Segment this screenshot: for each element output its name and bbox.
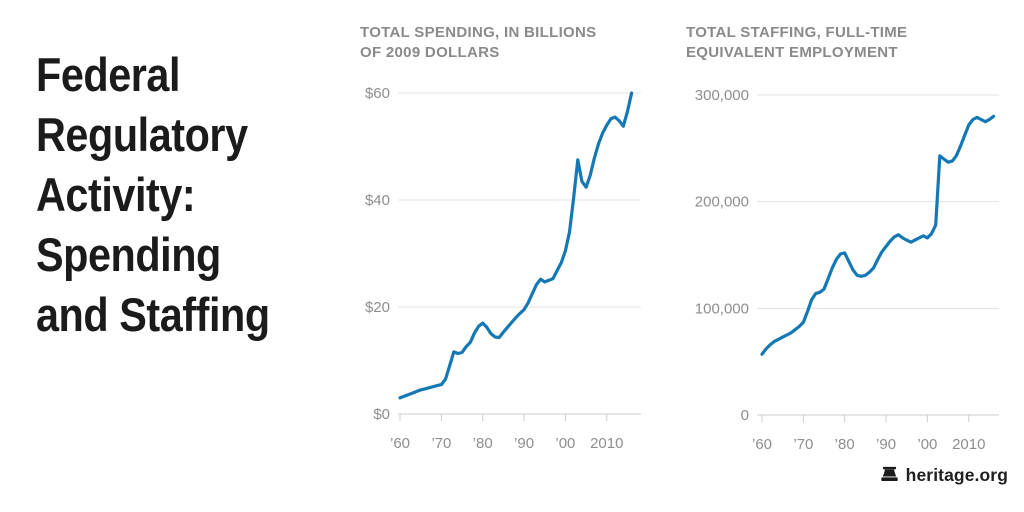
y-tick-label: $20 [365,299,390,316]
x-tick-label: ’70 [431,435,451,452]
x-tick-label: 2010 [590,435,623,452]
x-tick-label: ’90 [514,435,534,452]
y-tick-label: $0 [373,406,390,423]
x-tick-label: ’60 [752,436,772,453]
y-tick-label: 0 [741,407,749,424]
heritage-brand: heritage.org [880,465,1008,486]
x-tick-label: ’80 [835,436,855,453]
y-tick-label: 200,000 [695,194,749,211]
x-tick-label: ’80 [473,435,493,452]
staffing-line-chart: 300,000 200,000 100,000 0’60 ’70 ’80 ’90 ’00 201… [695,87,999,453]
data-series-line [398,91,634,400]
liberty-bell-icon [880,466,898,482]
y-tick-label: $60 [365,85,390,102]
spending-chart-title: TOTAL SPENDING, IN BILLIONS OF 2009 DOLL… [360,24,597,61]
x-tick-label: ’00 [555,435,575,452]
data-series-line [760,114,996,356]
y-tick-label: 300,000 [695,87,749,104]
x-tick-label: ’70 [793,436,813,453]
y-tick-label: 100,000 [695,300,749,317]
page-title: Federal Regulatory Activity: Spending an… [36,48,270,342]
y-tick-label: $40 [365,192,390,209]
x-tick-label: ’90 [876,436,896,453]
x-tick-label: ’60 [390,435,410,452]
spending-line-chart: $60 $40 $20 $0’60 ’70 ’80 ’90 ’00 2010 [365,85,641,452]
x-tick-label: ’00 [917,436,937,453]
staffing-chart-title: TOTAL STAFFING, FULL-TIME EQUIVALENT EMP… [686,24,908,61]
x-tick-label: 2010 [952,436,985,453]
brand-text: heritage.org [905,465,1008,485]
